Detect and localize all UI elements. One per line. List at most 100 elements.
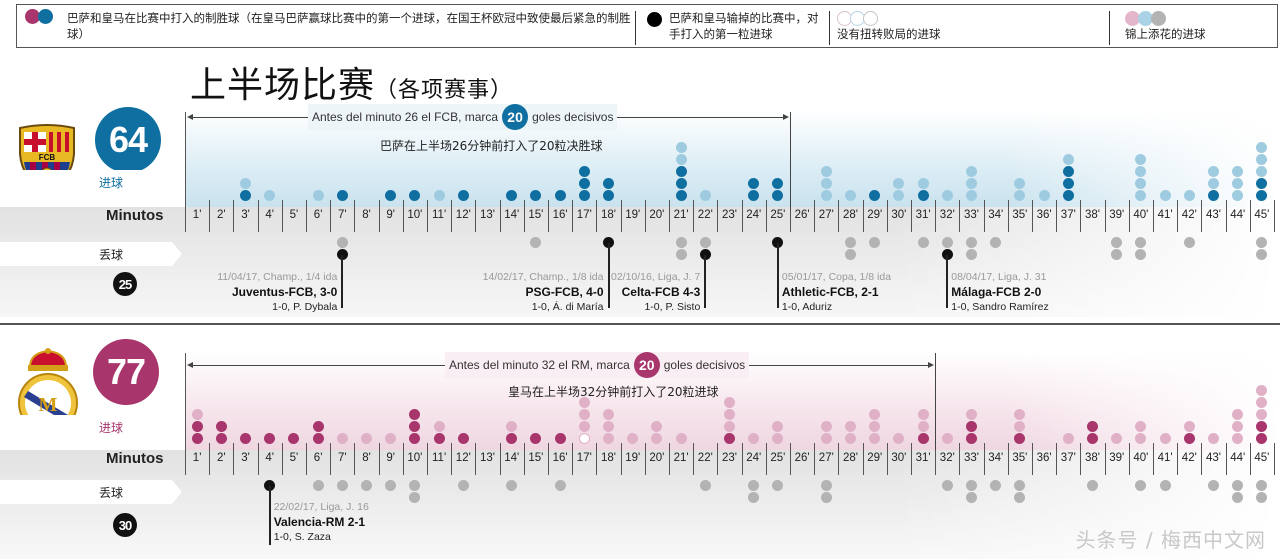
minute-label: 31' (915, 452, 931, 464)
extra-goal-dot (675, 433, 687, 444)
decisive-goal-dot (288, 433, 300, 444)
minute-tick (1128, 200, 1130, 232)
conceded-dot (966, 492, 977, 503)
extra-goal-dot (820, 178, 832, 189)
minute-tick (935, 443, 937, 475)
minute-tick (814, 443, 816, 475)
minute-label: 35' (1012, 452, 1028, 464)
decisive-goal-dot (966, 433, 977, 444)
minute-label: 20' (649, 209, 665, 221)
conceded-dot (1111, 237, 1123, 248)
conceded-dot (409, 480, 421, 491)
extra-goal-dot (1135, 154, 1147, 165)
minute-tick (475, 200, 477, 232)
extra-goal-dot (1183, 190, 1195, 201)
decisive-goal-dot (1256, 190, 1268, 201)
decisive-goal-dot (724, 433, 735, 444)
minute-label: 1' (192, 209, 202, 221)
minute-label: 6' (313, 209, 323, 221)
conceded-dot (1087, 480, 1098, 491)
match-pin (341, 255, 344, 308)
first-conceded-dot (264, 480, 276, 491)
extra-goal-dot (893, 178, 905, 189)
minute-tick (354, 200, 356, 232)
match-scorer: 1-0, Sandro Ramírez (951, 301, 1049, 313)
conceded-dot (1256, 480, 1268, 491)
extra-goal-dot (699, 190, 711, 201)
match-date: 11/04/17, Champ., 1/4 ida (217, 271, 338, 283)
match-pin (704, 255, 707, 308)
extra-goal-dot (869, 421, 881, 432)
match-scorer: 1-0, Á. di María (531, 301, 604, 313)
minute-tick (765, 200, 767, 232)
extra-goal-dot (191, 409, 203, 420)
minute-tick (862, 443, 864, 475)
extra-goal-dot (1208, 166, 1219, 177)
light-blue-dot-icon (1138, 11, 1153, 26)
minute-label: 43' (1206, 209, 1221, 221)
match-annotation: 14/02/17, Champ., 1/8 ida PSG-FCB, 4-0 1-0… (483, 270, 604, 315)
minute-tick (669, 443, 670, 475)
conceded-dot (845, 237, 856, 248)
minute-tick (1225, 200, 1227, 232)
rm-dot-icon (25, 9, 40, 24)
minute-tick (1032, 200, 1033, 232)
extra-goal-dot (675, 154, 687, 165)
extra-goal-dot (1256, 154, 1268, 165)
minute-tick (330, 443, 332, 475)
decisive-goal-dot (191, 433, 203, 444)
decisive-goal-dot (869, 190, 881, 201)
extra-goal-dot (1135, 433, 1147, 444)
arrow-right-icon (783, 114, 789, 120)
minute-tick (1153, 443, 1154, 475)
minute-tick (911, 200, 912, 232)
minute-label: 40' (1133, 452, 1149, 464)
match-name: Valencia-RM 2-1 (273, 515, 366, 529)
minute-label: 10' (407, 452, 423, 464)
minute-tick (1128, 443, 1130, 475)
minute-label: 15' (528, 452, 544, 464)
conceded-dot (1256, 237, 1268, 248)
legend-first-goal-lost-text: 巴萨和皇马输掉的比赛中，对手打入的第一粒进球 (669, 11, 819, 41)
minute-label: 2' (217, 209, 226, 221)
match-annotation: 08/04/17, Liga, J. 31 Málaga-FCB 2-0 1-0, … (951, 270, 1048, 315)
rm-scored-total: 77 (93, 339, 159, 405)
minute-tick (281, 200, 283, 232)
minute-label: 13' (480, 452, 495, 464)
fcb-arrow-prefix: Antes del minuto 26 el FCB, marca (312, 110, 499, 124)
minute-tick (959, 443, 961, 475)
extra-goal-dot (651, 421, 663, 432)
rm-arrow-suffix: goles decisivos (663, 358, 746, 372)
conceded-dot (748, 492, 760, 503)
rm-arrow-prefix: Antes del minuto 32 el RM, marca (449, 358, 630, 372)
fcb-note: 巴萨在上半场26分钟前打入了20粒决胜球 (380, 139, 603, 153)
extra-goal-dot (917, 178, 929, 189)
minute-tick (790, 200, 791, 232)
minute-label: 25' (770, 209, 786, 221)
minute-label: 13' (480, 209, 495, 221)
conceded-dot (772, 480, 784, 491)
conceded-dot (1183, 237, 1195, 248)
svg-text:FCB: FCB (39, 153, 56, 162)
minute-tick (306, 443, 307, 475)
minute-label: 41' (1157, 452, 1173, 464)
extra-goal-dot (264, 190, 276, 201)
watermark: 头条号 / 梅西中文网 (1075, 528, 1266, 552)
minute-tick (1177, 443, 1179, 475)
first-conceded-dot (941, 249, 953, 260)
fcb-arrow-text: Antes del minuto 26 el FCB, marca 20 gol… (308, 104, 618, 130)
extra-goal-dot (724, 409, 735, 420)
minute-label: 21' (673, 209, 689, 221)
extra-goal-dot (966, 166, 977, 177)
minute-tick (1007, 443, 1009, 475)
minute-label: 33' (964, 452, 979, 464)
minute-tick (1032, 443, 1033, 475)
minute-tick (233, 200, 235, 232)
decisive-goal-dot (1256, 433, 1268, 444)
extra-goal-dot (1135, 421, 1147, 432)
conceded-dot (748, 480, 760, 491)
minute-tick (765, 443, 767, 475)
conceded-dot (990, 237, 1002, 248)
minute-label: 36' (1036, 209, 1052, 221)
minute-label: 42' (1181, 452, 1197, 464)
